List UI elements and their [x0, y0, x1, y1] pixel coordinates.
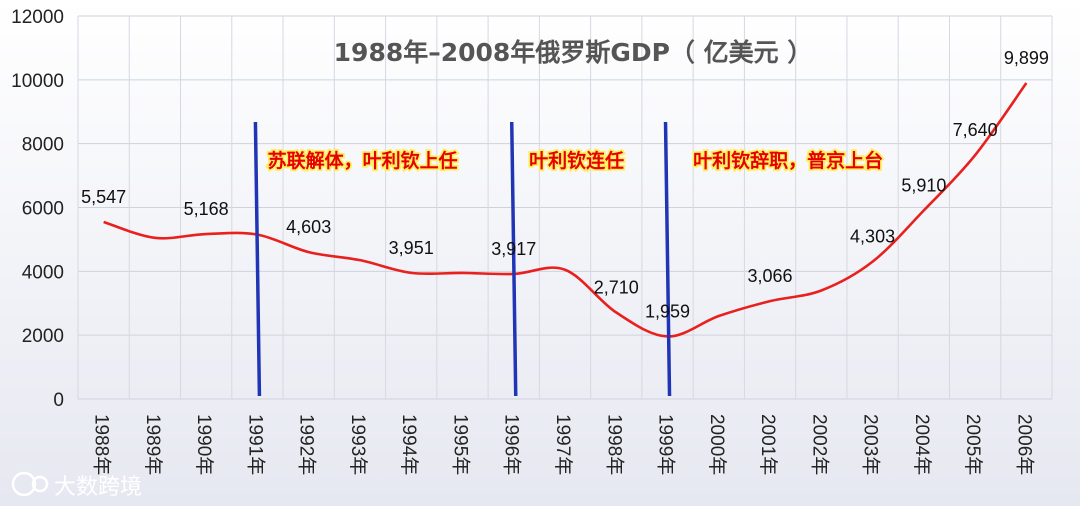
data-label: 3,951: [389, 238, 434, 258]
x-tick-label: 1995年: [449, 414, 471, 475]
x-tick-label: 1993年: [347, 414, 369, 475]
y-axis-ticks: 0 2000 4000 6000 8000 10000 12000: [11, 7, 64, 411]
y-tick-label: 4000: [22, 262, 64, 283]
x-tick-label: 1996年: [501, 414, 523, 475]
data-labels: 5,547 5,168 4,603 3,951 3,917 2,710 1,959 3,066…: [81, 48, 1049, 321]
event-annotation: 叶利钦连任: [529, 149, 624, 172]
data-label: 9,899: [1004, 48, 1049, 68]
x-tick-label: 1994年: [398, 414, 420, 475]
y-tick-label: 6000: [22, 199, 64, 220]
x-tick-label: 1991年: [244, 414, 266, 475]
x-axis-ticks: 1988年 1989年 1990年 1991年 1992年 1993年 1994年 1995年…: [91, 414, 1036, 475]
event-divider-line: [663, 121, 672, 397]
data-label: 2,710: [594, 278, 639, 298]
x-tick-label: 2001年: [757, 414, 779, 475]
event-dividers: [253, 121, 672, 397]
x-tick-label: 2006年: [1013, 414, 1035, 475]
grid-lines: [77, 15, 1053, 400]
x-tick-label: 1999年: [655, 414, 677, 475]
x-tick-label: 2005年: [962, 414, 984, 475]
x-tick-label: 1992年: [296, 414, 318, 475]
data-label: 5,168: [184, 199, 229, 219]
x-tick-label: 2000年: [706, 414, 728, 475]
y-tick-label: 8000: [22, 135, 64, 156]
data-label: 7,640: [953, 120, 998, 140]
data-label: 3,066: [748, 266, 793, 286]
event-annotation: 叶利钦辞职，普京上台: [693, 149, 883, 172]
event-annotation: 苏联解体，叶利钦上任: [268, 149, 458, 172]
data-label: 5,910: [901, 175, 946, 195]
event-divider-line: [253, 121, 262, 397]
data-label: 5,547: [81, 187, 126, 207]
watermark: 大数跨境: [11, 471, 142, 500]
x-tick-label: 1990年: [193, 414, 215, 475]
x-tick-label: 1988年: [91, 414, 113, 475]
x-tick-label: 1989年: [142, 414, 164, 475]
x-tick-label: 2004年: [911, 414, 933, 475]
watermark-text: 大数跨境: [54, 475, 142, 500]
x-tick-label: 1997年: [552, 414, 574, 475]
event-divider-line: [509, 121, 518, 397]
x-tick-label: 1998年: [603, 414, 625, 475]
data-label: 1,959: [645, 301, 690, 321]
event-annotations: 苏联解体，叶利钦上任 叶利钦连任 叶利钦辞职，普京上台: [266, 147, 885, 174]
x-tick-label: 2003年: [860, 414, 882, 475]
data-label: 3,917: [491, 239, 536, 259]
brand-logo-icon: [11, 471, 49, 497]
y-tick-label: 2000: [22, 326, 64, 347]
y-tick-label: 12000: [11, 7, 64, 28]
y-tick-label: 0: [53, 390, 64, 411]
y-tick-label: 10000: [11, 71, 64, 92]
data-label: 4,303: [850, 227, 895, 247]
chart-title: 1988年–2008年俄罗斯GDP（ 亿美元 ）: [334, 38, 813, 67]
x-tick-label: 2002年: [808, 414, 830, 475]
data-label: 4,603: [286, 217, 331, 237]
